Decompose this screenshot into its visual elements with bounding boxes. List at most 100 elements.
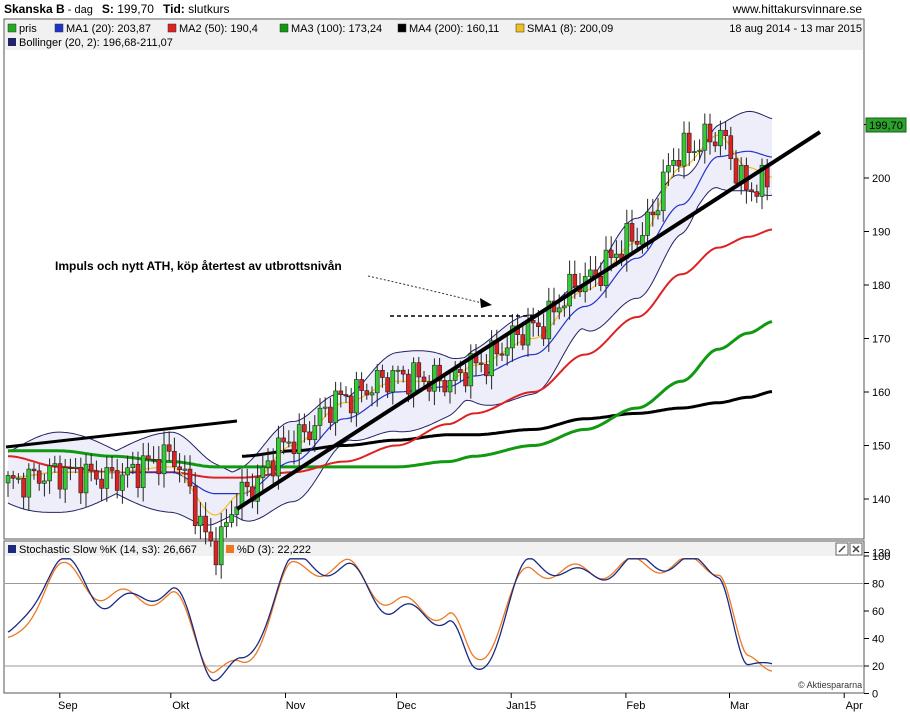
stoch-y-tick-label: 80 (872, 579, 884, 591)
candle-down (442, 380, 448, 393)
candle-up (411, 362, 416, 395)
candle-up (16, 477, 21, 480)
candle-up (447, 380, 453, 393)
candle-down (99, 478, 104, 489)
candle-down (244, 481, 250, 488)
legend-swatch (515, 23, 525, 33)
stoch-d-line (7, 558, 773, 674)
candle-down (94, 470, 99, 480)
candle-down (156, 459, 162, 475)
candle-up (312, 425, 318, 441)
legend-label: MA2 (50): 190,4 (179, 23, 258, 35)
candle-down (172, 450, 177, 468)
candle-down (307, 431, 312, 441)
candle-up (395, 369, 401, 372)
stoch-lines (7, 558, 773, 682)
y-tick-label: 180 (872, 280, 890, 292)
candle-up (296, 424, 302, 455)
candle-up (333, 390, 338, 423)
candle-up (374, 370, 380, 394)
candle-down (598, 275, 604, 286)
candle-down (208, 531, 214, 542)
stoch-k-line (7, 558, 773, 682)
chart-header: Skanska B - dag S: 199,70 Tid: slutkurs … (4, 2, 906, 18)
annotation-text: Impuls och nytt ATH, köp återtest av utb… (55, 259, 342, 273)
candle-up (73, 466, 78, 469)
candle-down (421, 376, 427, 382)
candle-up (390, 370, 396, 393)
candle-down (754, 191, 760, 197)
x-tick-label: Okt (172, 700, 189, 712)
candle-down (385, 377, 390, 393)
y-tick-label: 160 (872, 387, 890, 399)
legend-label-bollinger: Bollinger (20, 2): 196,68-211,07 (19, 37, 173, 49)
ticker-title: Skanska B (4, 2, 65, 16)
candle-down (78, 466, 84, 494)
candle-down (676, 160, 682, 167)
stoch-legend: Stochastic Slow %K (14, s3): 26,667 %D (… (8, 544, 311, 556)
candle-down (416, 362, 422, 378)
legend-swatch-bollinger (8, 38, 16, 46)
candle-down (270, 460, 276, 477)
candle-up (260, 466, 266, 478)
stoch-y-axis: 100 80 60 40 20 0 (864, 551, 890, 701)
candle-up (562, 305, 567, 309)
candle-down (629, 223, 635, 242)
candle-down (281, 437, 286, 443)
candle-down (712, 141, 718, 147)
time-group: Tid: slutkurs (163, 2, 229, 16)
candle-up (130, 463, 136, 469)
candle-down (536, 322, 541, 327)
candle-down (36, 470, 42, 484)
stoch-k-swatch (8, 545, 16, 553)
time-value: slutkurs (188, 2, 230, 16)
candle-up (681, 132, 687, 167)
date-range: 18 aug 2014 - 13 mar 2015 (729, 23, 862, 35)
candle-up (504, 347, 510, 356)
y-tick-label: 170 (872, 334, 890, 346)
site-url: www.hittakursvinnare.se (732, 2, 862, 16)
candle-down (328, 406, 333, 423)
candle-up (697, 149, 702, 152)
candle-down (400, 369, 406, 375)
legend-label: MA4 (200): 160,11 (409, 23, 499, 35)
x-tick-label: Nov (286, 700, 306, 712)
candle-down (458, 369, 463, 374)
stoch-tools[interactable] (835, 542, 863, 556)
candle-up (588, 269, 593, 277)
watermark: © Aktiespararna (798, 680, 862, 690)
candle-up (369, 392, 375, 396)
price-y-axis: 210200190180170160150140130 (864, 120, 890, 560)
candle-up (161, 444, 167, 475)
last-value: 199,70 (117, 2, 154, 16)
legend-label: MA1 (20): 203,87 (66, 23, 151, 35)
candle-down (499, 353, 505, 356)
annotation-arrow-line (367, 275, 483, 304)
candle-up (42, 480, 47, 484)
candle-down (359, 379, 364, 391)
candle-up (510, 325, 515, 349)
candle-up (286, 441, 292, 444)
stoch-y-tick-label: 20 (872, 661, 884, 673)
x-tick-label: Dec (397, 700, 417, 712)
candle-down (151, 458, 156, 461)
stoch-d-label: %D (3): 22,222 (237, 544, 311, 556)
legend-swatch (54, 23, 64, 33)
bollinger-lower (7, 187, 773, 526)
last-price-tag-text: 199,70 (869, 120, 903, 132)
candle-down (478, 362, 484, 365)
candle-up (489, 340, 494, 377)
candle-down (520, 334, 526, 346)
x-tick-label: Apr (846, 700, 863, 712)
stoch-levels (5, 583, 863, 667)
candle-up (645, 211, 650, 236)
candle-down (88, 463, 94, 472)
annotation-arrow-head (480, 298, 492, 308)
candle-up (692, 151, 697, 154)
candle-down (338, 390, 344, 395)
candle-up (52, 463, 58, 467)
stoch-close-icon-glyph-b (852, 545, 860, 553)
candle-up (702, 123, 708, 151)
candle-up (104, 467, 110, 489)
